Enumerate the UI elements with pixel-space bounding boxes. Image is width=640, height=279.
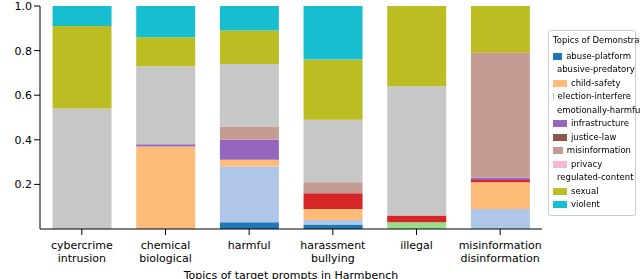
html-text:infrastructure: infrastructure	[571, 118, 629, 128]
html-text:abusive-predatory: abusive-predatory	[557, 64, 635, 74]
svg-text:illegal: illegal	[400, 239, 433, 252]
svg-text:1.0: 1.0	[15, 0, 33, 13]
html-text:violent: violent	[571, 199, 600, 209]
svg-text:0.4: 0.4	[15, 134, 33, 147]
html-text:election-interfere: election-interfere	[557, 91, 631, 101]
html-text:abuse-platform: abuse-platform	[566, 50, 631, 61]
html-text:sexual: sexual	[571, 185, 599, 196]
svg-text:Topics of target prompts in Ha: Topics of target prompts in Harmbench	[183, 269, 399, 279]
html-text:misinformation: misinformation	[566, 145, 631, 155]
svg-text:0.8: 0.8	[15, 45, 33, 58]
svg-text:chemicalbiological: chemicalbiological	[139, 239, 191, 265]
html-text:privacy: privacy	[571, 158, 603, 169]
svg-text:cybercrimeintrusion: cybercrimeintrusion	[51, 239, 113, 265]
svg-text:0.2: 0.2	[15, 178, 33, 191]
svg-text:0.6: 0.6	[15, 89, 33, 102]
svg-text:harassmentbullying: harassmentbullying	[300, 239, 366, 265]
html-text:justice-law: justice-law	[571, 131, 617, 142]
svg-text:misinformationdisinformation: misinformationdisinformation	[459, 239, 542, 265]
html-text:regulated-content: regulated-content	[557, 172, 634, 182]
svg-text:harmful: harmful	[228, 239, 271, 252]
html-text:child-safety: child-safety	[571, 77, 621, 88]
